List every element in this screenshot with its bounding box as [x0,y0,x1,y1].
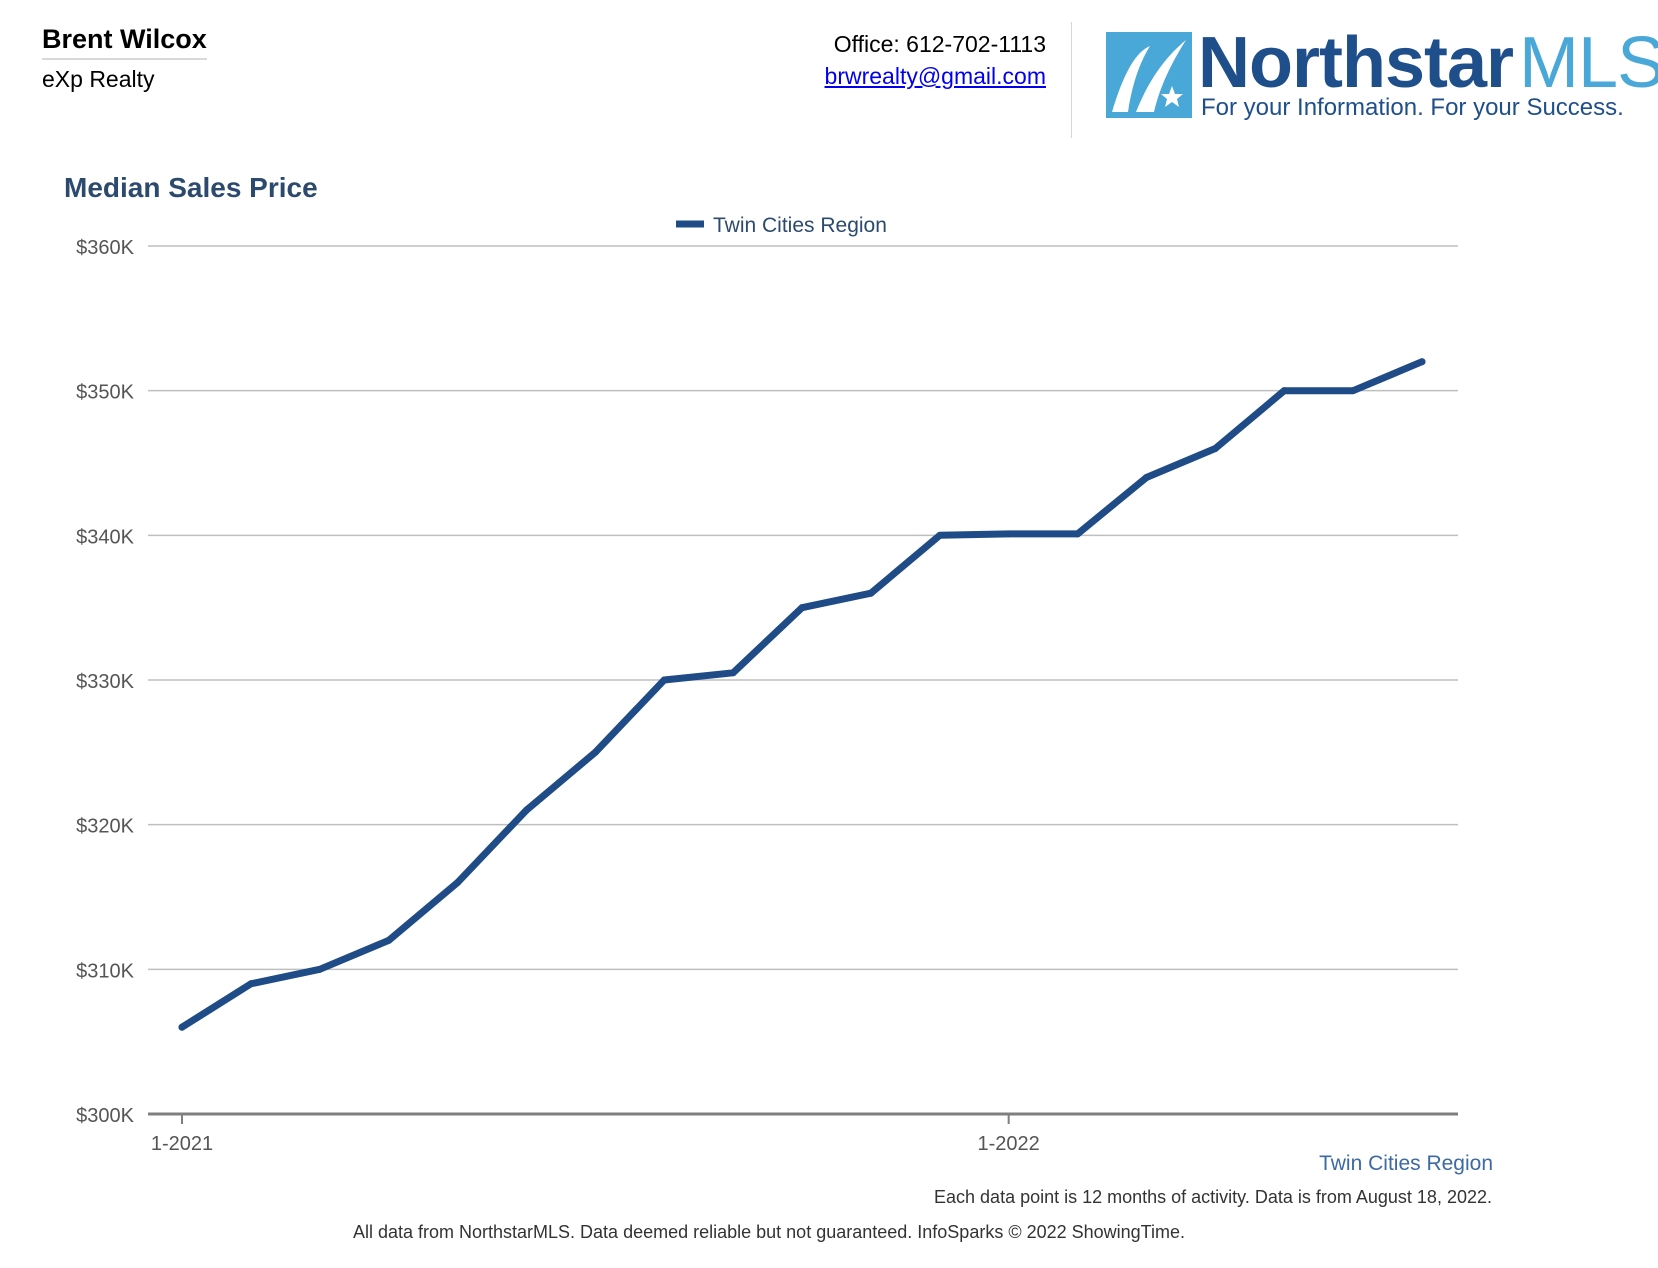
data-point [591,748,599,756]
y-tick-label: $340K [76,526,134,548]
header-divider [1071,22,1072,138]
northstar-logo: NorthstarMLS For your Information. For y… [1106,23,1658,128]
logo-tagline: For your Information. For your Success. [1201,94,1624,121]
chart-legend: Twin Cities Region [676,214,887,237]
logo-name-northstar: Northstar [1198,23,1514,103]
chart-title: Median Sales Price [64,172,318,203]
y-tick-label: $310K [76,960,134,982]
data-point [1005,530,1013,538]
office-phone: Office: 612-702-1113 [833,31,1046,57]
data-point [1280,387,1288,395]
data-point [1074,530,1082,538]
data-point [454,879,462,887]
data-point [385,936,393,944]
agent-info: Brent Wilcox eXp Realty [42,24,207,93]
y-tick-label: $320K [76,816,134,838]
logo-name-mls: MLS [1519,23,1658,103]
footer-disclaimer: All data from NorthstarMLS. Data deemed … [352,1222,1186,1242]
data-point [936,531,944,539]
y-tick-label: $300K [76,1105,134,1127]
email-link[interactable]: brwrealty@gmail.com [824,63,1046,89]
northstar-star-icon [1106,32,1192,118]
median-sales-price-chart: Twin Cities Region $300K $310K $320K $330K $… [76,214,1458,1155]
data-point [178,1023,186,1031]
data-point [729,669,737,677]
series-line-twin-cities-region [178,358,1426,1031]
agent-company: eXp Realty [42,66,155,92]
data-point [247,980,255,988]
data-point [1349,387,1357,395]
y-tick-label: $350K [76,382,134,404]
y-tick-label: $360K [76,237,134,259]
data-point [1418,358,1426,366]
data-point [1211,445,1219,453]
data-point [798,604,806,612]
legend-label-twin-cities-region: Twin Cities Region [713,214,887,237]
contact-info: Office: 612-702-1113 brwrealty@gmail.com [825,28,1046,92]
data-point [1142,473,1150,481]
data-point [660,676,668,684]
data-point [522,806,530,814]
data-point [867,589,875,597]
y-tick-label: $330K [76,671,134,693]
region-label: Twin Cities Region [1319,1152,1493,1175]
data-point [316,965,324,973]
x-tick-label: 1-2022 [978,1133,1040,1155]
agent-name: Brent Wilcox [42,24,207,60]
x-tick-label: 1-2021 [151,1133,213,1155]
data-note: Each data point is 12 months of activity… [934,1187,1492,1207]
